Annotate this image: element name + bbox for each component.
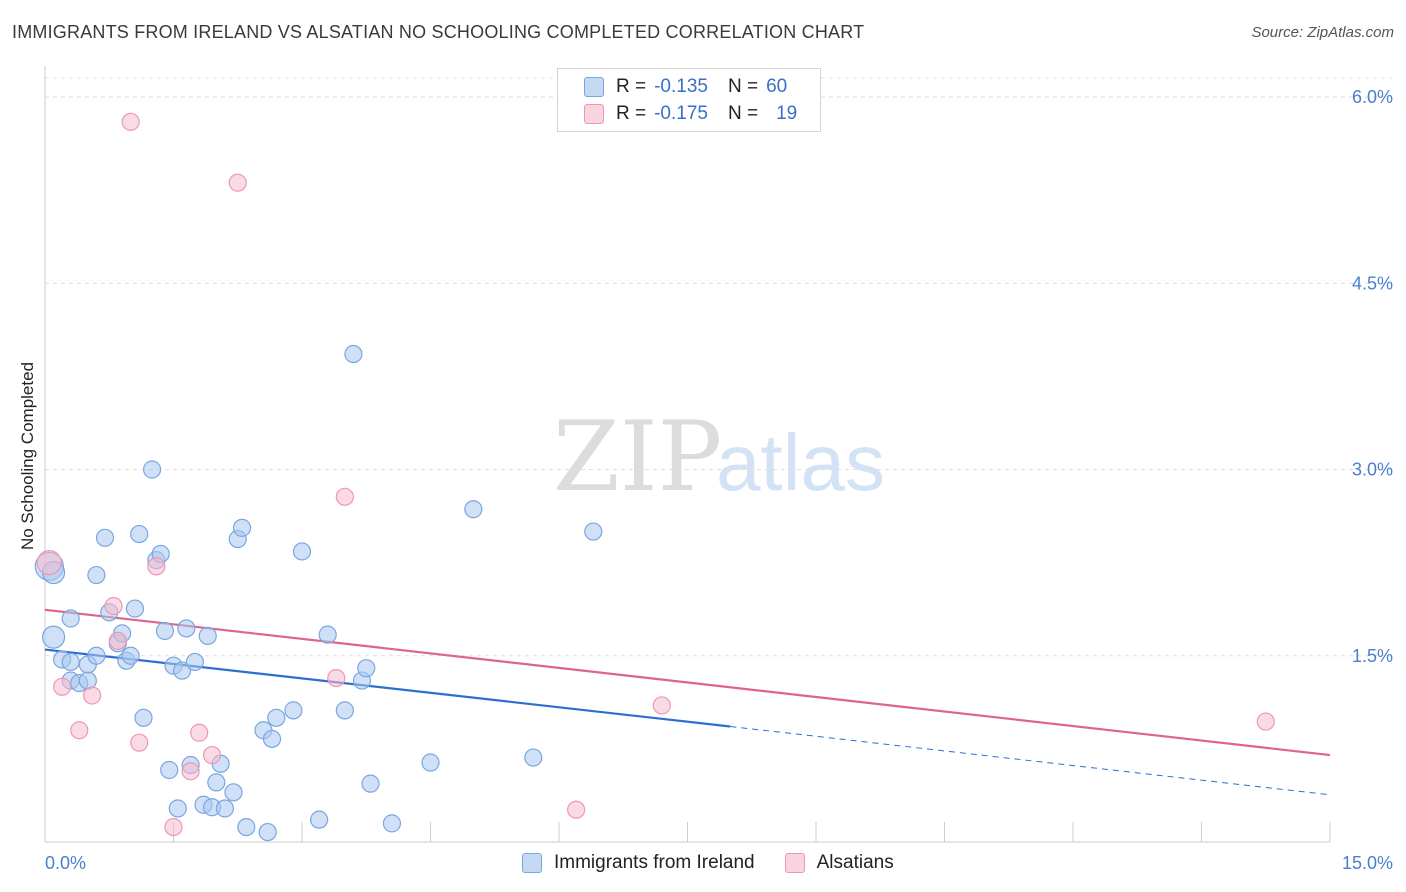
point-ireland-20: [134, 708, 153, 727]
point-ireland-10: [87, 565, 106, 585]
point-ireland-55: [382, 814, 402, 833]
x-tick-label-0: 0.0%: [45, 853, 86, 873]
point-ireland-8: [78, 671, 97, 690]
series-legend-label-ireland: Immigrants from Ireland: [554, 852, 755, 873]
series-legend-item-ireland: Immigrants from Ireland: [522, 852, 755, 874]
point-ireland-33: [198, 626, 217, 645]
series-legend-item-alsatians: Alsatians: [784, 852, 894, 874]
point-ireland-57: [464, 500, 483, 519]
watermark-atlas: atlas: [716, 418, 885, 507]
point-ireland-43: [258, 822, 277, 842]
point-ireland-47: [292, 542, 312, 561]
point-ireland-19: [130, 524, 149, 544]
legend-swatch-ireland: [584, 77, 604, 97]
point-ireland-25: [160, 760, 179, 780]
point-ireland-44: [262, 729, 282, 749]
point-alsatians-10: [181, 762, 200, 781]
point-ireland-38: [224, 783, 243, 802]
point-ireland-35: [207, 773, 226, 792]
point-alsatians-18: [1256, 712, 1275, 731]
point-ireland-49: [318, 625, 337, 644]
legend-row-ireland: R = -0.135 N = 60: [584, 74, 787, 100]
trend-line-ireland: [44, 648, 731, 728]
tick-labels: 1.5% 3.0% 4.5% 6.0% 0.0% 15.0%: [45, 87, 1393, 873]
y-tick-label-3: 6.0%: [1352, 87, 1393, 107]
trend-line-alsatians: [44, 608, 1331, 757]
point-ireland-31: [185, 652, 205, 672]
point-ireland-37: [215, 799, 234, 818]
point-ireland-40: [232, 518, 252, 537]
point-alsatians-2: [70, 721, 89, 740]
data-points: [34, 112, 1275, 842]
point-alsatians-8: [147, 557, 166, 576]
point-ireland-51: [344, 344, 363, 364]
correlation-legend: R = -0.135 N = 60 R = -0.175 N = 19: [557, 68, 821, 132]
point-alsatians-16: [567, 800, 586, 819]
point-ireland-21: [142, 460, 162, 479]
legend-n-label: N =: [727, 76, 759, 97]
point-ireland-59: [584, 522, 603, 541]
point-ireland-24: [155, 621, 175, 641]
legend-n-value-ireland: 60: [766, 76, 788, 97]
point-ireland-48: [310, 810, 329, 829]
x-tick-label-1: 15.0%: [1342, 853, 1393, 873]
axes: [44, 66, 1331, 843]
point-alsatians-0: [36, 550, 62, 576]
legend-r-value-alsatians: -0.175: [654, 103, 708, 124]
point-ireland-2: [41, 625, 66, 649]
watermark-zip: ZIP: [553, 401, 722, 513]
legend-r-label: R =: [616, 76, 647, 97]
point-alsatians-5: [108, 631, 127, 650]
point-alsatians-12: [202, 745, 222, 765]
point-ireland-18: [125, 599, 145, 618]
point-ireland-54: [361, 774, 380, 793]
point-ireland-5: [61, 652, 80, 672]
chart-title: IMMIGRANTS FROM IRELAND VS ALSATIAN NO S…: [12, 22, 865, 42]
point-ireland-28: [172, 661, 192, 680]
trend-lines: [44, 608, 1331, 796]
legend-row-alsatians: R = -0.175 N = 19: [584, 101, 797, 127]
trend-line-extension-ireland: [730, 726, 1331, 796]
legend-swatch-alsatians: [584, 104, 604, 124]
point-alsatians-3: [83, 686, 102, 705]
point-alsatians-15: [335, 487, 354, 506]
legend-n-value-alsatians: 19: [776, 103, 798, 124]
legend-n-label: N =: [727, 103, 759, 124]
y-tick-label-2: 4.5%: [1352, 273, 1393, 293]
point-ireland-50: [335, 701, 354, 720]
point-alsatians-4: [104, 596, 123, 616]
point-alsatians-13: [228, 173, 247, 192]
point-ireland-58: [524, 748, 543, 767]
chart-source: Source: ZipAtlas.com: [1251, 24, 1394, 41]
point-ireland-53: [357, 659, 376, 678]
series-legend-label-alsatians: Alsatians: [816, 852, 894, 873]
point-ireland-56: [421, 753, 440, 772]
point-alsatians-1: [53, 677, 72, 696]
point-alsatians-9: [164, 817, 183, 837]
series-legend-swatch-ireland: [522, 853, 542, 873]
series-legend-swatch-alsatians: [784, 853, 805, 873]
point-alsatians-11: [190, 723, 209, 742]
point-ireland-11: [87, 646, 106, 665]
point-alsatians-7: [121, 112, 140, 131]
point-alsatians-6: [130, 733, 149, 752]
series-legend: Immigrants from Ireland Alsatians: [522, 852, 924, 874]
point-ireland-29: [177, 619, 196, 638]
legend-r-value-ireland: -0.135: [654, 76, 708, 97]
point-ireland-17: [121, 646, 140, 665]
point-alsatians-17: [652, 696, 671, 715]
gridlines: [45, 77, 1392, 657]
legend-r-label: R =: [616, 103, 647, 124]
point-alsatians-14: [327, 668, 346, 688]
point-ireland-4: [61, 609, 80, 628]
point-ireland-46: [284, 701, 303, 720]
point-ireland-45: [267, 708, 286, 727]
point-ireland-12: [95, 528, 115, 547]
point-ireland-41: [237, 817, 256, 837]
y-tick-label-0: 1.5%: [1352, 646, 1393, 666]
y-tick-label-1: 3.0%: [1352, 460, 1393, 480]
point-ireland-27: [168, 799, 187, 818]
